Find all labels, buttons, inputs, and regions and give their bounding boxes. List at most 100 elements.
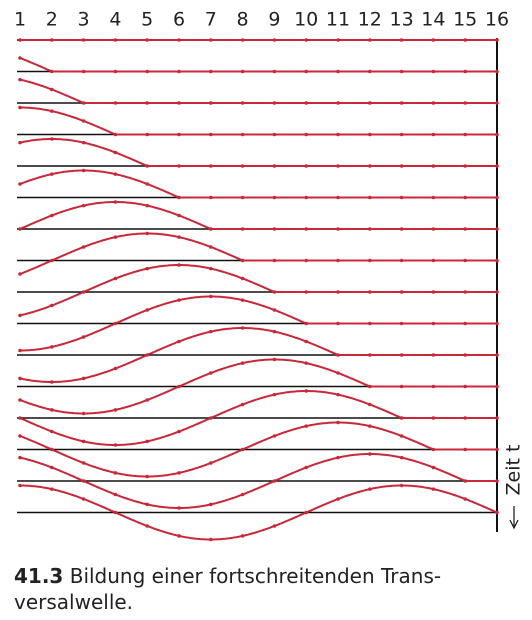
particle <box>495 479 499 483</box>
particle <box>18 455 22 460</box>
particle <box>145 231 149 236</box>
particle <box>399 69 404 74</box>
particle <box>177 164 181 168</box>
particle <box>304 465 309 470</box>
wave-curve <box>19 358 497 415</box>
particle <box>399 455 404 460</box>
particle <box>177 213 181 218</box>
particle <box>463 290 468 294</box>
particle <box>399 132 404 137</box>
particle <box>304 290 309 294</box>
particle <box>495 258 499 263</box>
particle <box>145 524 149 528</box>
particle <box>431 290 436 294</box>
particle <box>463 101 468 105</box>
wave-curve <box>20 106 497 136</box>
particle <box>368 452 372 456</box>
column-label: 8 <box>237 9 249 31</box>
particle <box>336 455 340 460</box>
particle <box>272 290 277 294</box>
particle <box>177 195 181 200</box>
particle <box>113 132 118 137</box>
particle <box>113 408 118 412</box>
particle <box>113 510 118 515</box>
particle <box>304 164 309 168</box>
particle <box>81 461 86 465</box>
particle <box>145 439 149 444</box>
particle <box>368 487 372 491</box>
particle <box>495 290 499 294</box>
particle <box>272 392 277 397</box>
particle <box>431 321 436 326</box>
particle <box>495 353 499 357</box>
particle <box>304 389 309 393</box>
wave-curve <box>19 390 497 446</box>
particle <box>368 321 372 326</box>
particle <box>304 361 309 365</box>
particle <box>304 101 309 105</box>
particle <box>431 164 436 168</box>
column-label: 1 <box>14 9 26 31</box>
particle <box>145 38 149 42</box>
particle <box>50 87 54 92</box>
particle <box>431 447 436 452</box>
particle <box>495 510 499 515</box>
particle <box>240 298 245 302</box>
particle <box>463 227 468 231</box>
particle <box>113 150 118 155</box>
particle <box>463 497 468 501</box>
particle <box>145 164 149 168</box>
particle <box>495 101 499 105</box>
wave-curve <box>19 421 497 478</box>
particle <box>463 69 468 74</box>
caption-text: versalwelle. <box>14 590 134 614</box>
particle <box>209 371 213 375</box>
particle <box>368 164 372 168</box>
particle <box>145 266 149 271</box>
particle <box>145 474 149 479</box>
particle <box>272 101 277 105</box>
particle <box>50 172 54 176</box>
particle <box>463 258 468 263</box>
particle <box>113 172 118 176</box>
particle <box>81 69 86 74</box>
particle <box>50 69 54 74</box>
column-label: 6 <box>173 9 185 31</box>
particle <box>240 258 245 263</box>
particle <box>209 245 213 249</box>
column-label: 10 <box>294 9 318 31</box>
particle <box>209 132 213 137</box>
particle <box>177 132 181 137</box>
particle <box>495 195 499 200</box>
particle <box>463 321 468 326</box>
particle <box>145 398 149 402</box>
particle <box>18 313 22 318</box>
particle <box>399 258 404 263</box>
particle <box>50 137 54 141</box>
particle <box>145 101 149 105</box>
particle <box>81 38 86 42</box>
particle <box>81 376 86 381</box>
particle <box>431 132 436 137</box>
caption-line: 41.3 Bildung einer fortschreitenden Tran… <box>14 564 441 589</box>
particle <box>81 119 86 123</box>
wave-curve <box>19 138 497 167</box>
particle <box>304 227 309 231</box>
particle <box>463 353 468 357</box>
particle <box>272 308 277 312</box>
particle <box>336 290 340 294</box>
particle <box>18 140 22 145</box>
particle <box>240 276 245 281</box>
particle <box>145 69 149 74</box>
particle <box>81 411 86 416</box>
particle <box>431 38 436 42</box>
caption-number: 41.3 <box>14 564 64 588</box>
particle <box>18 182 22 186</box>
particle <box>177 429 181 434</box>
particle <box>209 101 213 105</box>
particle <box>50 345 54 349</box>
particle <box>240 69 245 74</box>
particle <box>113 366 118 371</box>
particle <box>50 258 54 263</box>
particle <box>431 465 436 470</box>
